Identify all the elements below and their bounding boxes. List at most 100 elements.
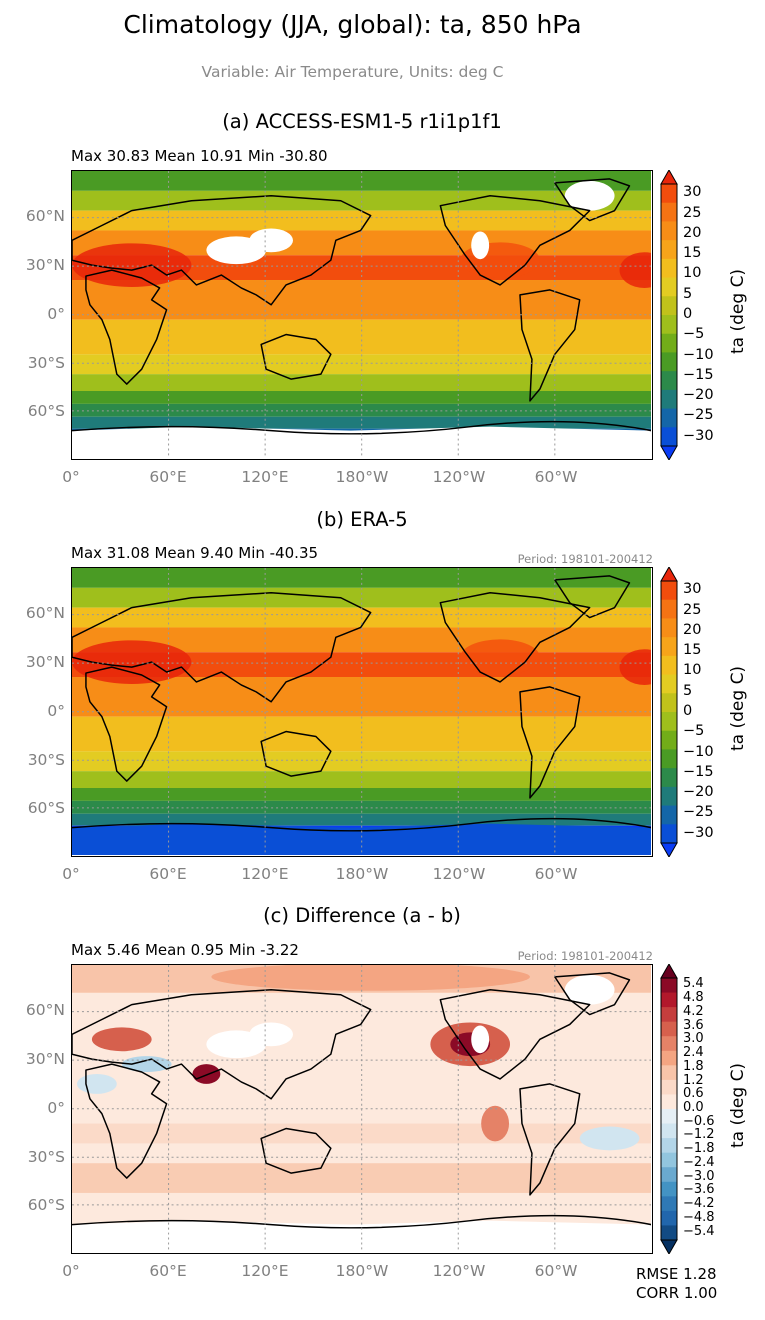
lat-tick-label: 60°S — [27, 799, 65, 817]
colorbar-label: ta (deg C) — [728, 1062, 748, 1148]
colorbar-tick-label: 15 — [683, 642, 702, 659]
colorbar-segment — [661, 978, 677, 994]
lat-tick-label: 30°S — [27, 751, 65, 769]
lon-tick-label: 120°E — [241, 468, 289, 486]
colorbar-segment — [661, 1007, 677, 1023]
colorbar-tick-label: −1.8 — [683, 1141, 715, 1157]
colorbar-tick-label: 0 — [683, 703, 693, 719]
colorbar-segment — [661, 371, 677, 391]
colorbar-tick-label: 10 — [683, 265, 702, 282]
map-canvas — [72, 965, 652, 1253]
colorbar-extend-bottom — [660, 1239, 678, 1254]
lon-tick-label: 180°W — [335, 468, 389, 486]
coastline-greenland — [554, 178, 631, 222]
colorbar-segment — [661, 618, 677, 638]
coastline-africa — [85, 269, 168, 385]
colorbar-segment — [661, 637, 677, 657]
colorbar-segment — [661, 1036, 677, 1052]
colorbar-segment — [661, 693, 677, 713]
colorbar-segment — [661, 749, 677, 769]
lon-tick-label: 60°E — [149, 865, 187, 883]
colorbar-segment — [661, 427, 677, 447]
lon-tick-label: 0° — [62, 468, 80, 486]
hot-region — [72, 243, 192, 287]
colorbar-segment — [661, 1225, 677, 1241]
diff-region — [211, 965, 530, 991]
colorbar-tick-label: 10 — [683, 662, 702, 679]
colorbar-tick-label: 15 — [683, 245, 702, 262]
lat-tick-label: 60°S — [27, 402, 65, 420]
missing-data — [249, 228, 294, 253]
diff-cool — [121, 1056, 172, 1073]
colorbar-tick-label: −20 — [683, 387, 714, 404]
metrics-box: RMSE 1.28 CORR 1.00 — [636, 1265, 717, 1303]
colorbar-segment — [661, 581, 677, 601]
colorbar-tick-label: −4.2 — [683, 1196, 715, 1212]
colorbar-segment — [661, 1152, 677, 1168]
colorbar-tick-label: 1.2 — [683, 1072, 704, 1088]
lon-tick-label: 0° — [62, 1262, 80, 1280]
coastline-eurasia — [72, 195, 372, 306]
colorbar — [660, 170, 678, 460]
lat-tick-label: 60°N — [25, 207, 65, 225]
diff-cool — [76, 1074, 117, 1094]
colorbar-tick-label: −30 — [683, 824, 714, 841]
coastline-namerica — [439, 989, 591, 1080]
hot-region — [619, 252, 652, 288]
colorbar-tick-label: 30 — [683, 184, 702, 201]
colorbar-label: ta (deg C) — [728, 665, 748, 751]
panel-c-stats: Max 5.46 Mean 0.95 Min -3.22 — [71, 941, 299, 959]
missing-data — [564, 974, 615, 1005]
colorbar-tick-label: −3.0 — [683, 1168, 715, 1184]
figure-subtitle: Variable: Air Temperature, Units: deg C — [201, 63, 504, 81]
lon-tick-label: 0° — [62, 865, 80, 883]
map-canvas — [72, 171, 652, 459]
lon-tick-label: 60°W — [534, 865, 578, 883]
colorbar-tick-label: −5 — [683, 326, 705, 343]
diff-hotspot — [481, 1105, 510, 1142]
colorbar-tick-label: 3.6 — [683, 1017, 704, 1033]
colorbar-segment — [661, 599, 677, 619]
missing-data — [249, 1022, 294, 1047]
colorbar-segment — [661, 1094, 677, 1110]
coastline-australia — [260, 333, 332, 380]
antarctica-region — [72, 426, 652, 459]
colorbar-segment — [661, 1181, 677, 1197]
colorbar-segment — [661, 389, 677, 410]
colorbar-tick-label: 1.8 — [683, 1058, 704, 1074]
lon-tick-label: 120°E — [241, 1262, 289, 1280]
colorbar-segment — [661, 768, 677, 788]
coastline-namerica — [439, 195, 591, 286]
diff-hotspot — [192, 1064, 221, 1084]
diff-cool — [579, 1126, 640, 1151]
coastline-namerica — [439, 592, 591, 683]
colorbar-tick-label: 0.0 — [683, 1100, 704, 1115]
panel-b-map — [71, 567, 653, 857]
lat-tick-label: 0° — [47, 702, 65, 720]
colorbar-tick-label: −5.4 — [683, 1223, 715, 1239]
lat-tick-label: 30°N — [25, 256, 65, 274]
colorbar-tick-label: −25 — [683, 407, 714, 424]
panel-b-title: (b) ERA-5 — [316, 508, 408, 531]
coastline-africa — [85, 1063, 168, 1179]
colorbar-segment — [661, 1079, 677, 1095]
colorbar-segment — [661, 1196, 677, 1212]
colorbar-tick-label: −0.6 — [683, 1113, 715, 1129]
coastline-eurasia — [72, 592, 372, 703]
colorbar-extend-bottom — [660, 445, 678, 460]
lon-tick-label: 120°W — [432, 468, 486, 486]
colorbar-tick-label: 20 — [683, 224, 702, 241]
coastline-samerica — [519, 686, 581, 799]
hot-region — [619, 649, 652, 685]
colorbar-segment — [661, 824, 677, 844]
colorbar-segment — [661, 786, 677, 807]
colorbar-tick-label: −25 — [683, 804, 714, 821]
coastline-samerica — [519, 1083, 581, 1196]
colorbar-extend-top — [660, 964, 678, 979]
colorbar-tick-label: −4.8 — [683, 1209, 715, 1225]
colorbar-tick-label: −10 — [683, 743, 714, 760]
colorbar-extend-top — [660, 567, 678, 582]
coastline-antarctica — [72, 1214, 652, 1229]
coastline-antarctica — [72, 420, 652, 435]
colorbar-tick-label: −5 — [683, 723, 705, 740]
